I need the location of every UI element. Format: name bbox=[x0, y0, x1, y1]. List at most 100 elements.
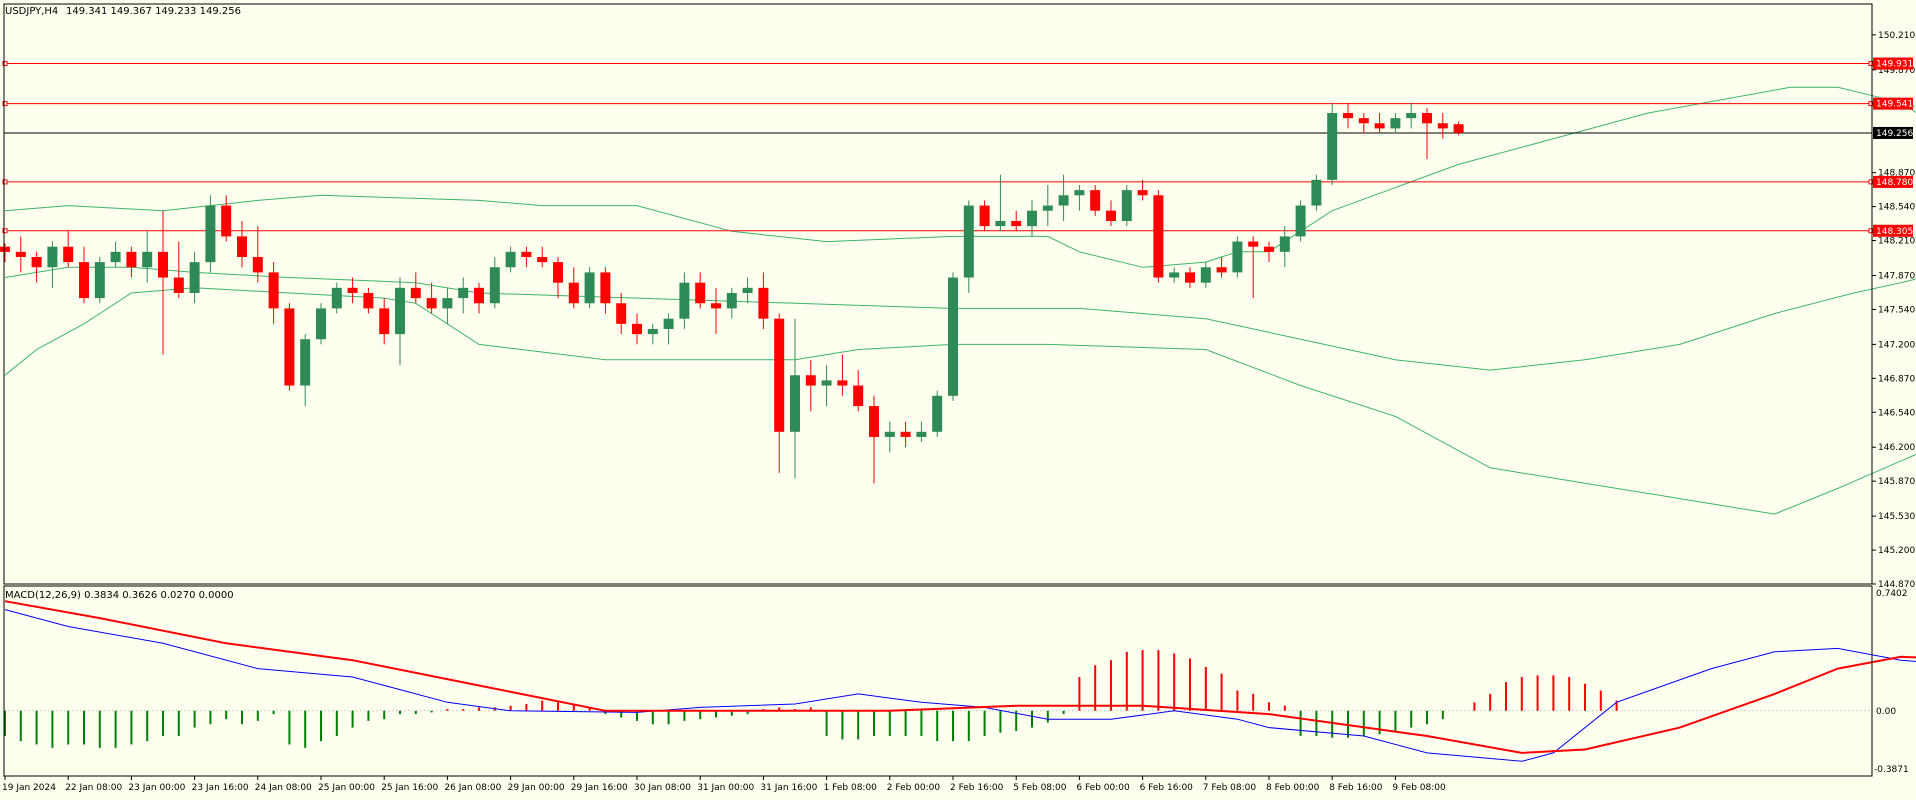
time-tick-label: 31 Jan 16:00 bbox=[760, 783, 817, 793]
candle-bull bbox=[331, 287, 342, 309]
time-tick-label: 24 Jan 08:00 bbox=[255, 783, 312, 793]
level-anchor-left bbox=[2, 179, 8, 185]
candle-bear bbox=[1185, 272, 1195, 283]
candle-bear bbox=[537, 256, 548, 263]
candle-bull bbox=[884, 431, 895, 437]
time-tick-label: 25 Jan 16:00 bbox=[381, 783, 438, 793]
bollinger-lower-line bbox=[4, 287, 1916, 515]
candle-bear bbox=[173, 277, 184, 293]
candle-bull bbox=[1200, 267, 1211, 283]
price-tick-label: 148.540 bbox=[1878, 203, 1915, 213]
price-tick-label: 146.870 bbox=[1878, 374, 1915, 384]
time-tick-label: 8 Feb 00:00 bbox=[1266, 783, 1320, 793]
level-price-label: 149.931 bbox=[1876, 60, 1913, 70]
time-tick-label: 7 Feb 08:00 bbox=[1203, 783, 1257, 793]
candle-bear bbox=[600, 272, 611, 304]
candle-bear bbox=[853, 385, 864, 407]
time-tick-label: 23 Jan 16:00 bbox=[192, 783, 249, 793]
candle-bull bbox=[1074, 190, 1085, 196]
time-tick-label: 19 Jan 2024 bbox=[2, 783, 56, 793]
time-tick-label: 23 Jan 00:00 bbox=[128, 783, 185, 793]
candle-bull bbox=[1406, 113, 1417, 119]
candle-bull bbox=[316, 308, 326, 340]
candle-bull bbox=[94, 262, 105, 299]
price-tick-label: 149.870 bbox=[1878, 66, 1915, 76]
candle-bear bbox=[410, 287, 421, 299]
time-tick-label: 8 Feb 16:00 bbox=[1329, 783, 1383, 793]
candle-bull bbox=[189, 262, 200, 293]
candle-bull bbox=[1121, 190, 1132, 221]
macd-main-line bbox=[4, 609, 1916, 762]
candle-bear bbox=[774, 318, 785, 432]
price-tick-label: 146.200 bbox=[1878, 443, 1915, 453]
bollinger-middle-line bbox=[4, 266, 1916, 371]
candle-bull bbox=[963, 205, 974, 278]
candle-bear bbox=[695, 282, 706, 304]
price-tick-label: 148.870 bbox=[1878, 169, 1915, 179]
candle-bear bbox=[805, 375, 816, 386]
candle-bear bbox=[1090, 190, 1101, 211]
candle-bear bbox=[521, 251, 532, 257]
candle-bull bbox=[679, 282, 690, 319]
candle-bear bbox=[379, 308, 390, 335]
candle-bear bbox=[1358, 118, 1369, 124]
time-tick-label: 26 Jan 08:00 bbox=[444, 783, 501, 793]
candle-bear bbox=[0, 246, 10, 252]
candle-bear bbox=[347, 287, 358, 293]
candle-bear bbox=[158, 251, 168, 278]
candle-bear bbox=[979, 205, 990, 227]
candle-bull bbox=[1169, 272, 1180, 278]
current-price-tag bbox=[1873, 126, 1913, 139]
candle-bear bbox=[268, 272, 279, 309]
candle-bear bbox=[1453, 124, 1464, 133]
candle-bull bbox=[47, 246, 58, 268]
time-tick-label: 30 Jan 08:00 bbox=[634, 783, 691, 793]
macd-indicator-label: MACD(12,26,9) 0.3834 0.3626 0.0270 0.000… bbox=[5, 590, 234, 601]
candle-bear bbox=[237, 236, 247, 257]
candle-bull bbox=[458, 287, 469, 299]
price-tick-label: 145.870 bbox=[1878, 477, 1915, 487]
candle-bull bbox=[1232, 241, 1243, 273]
price-tick-label: 144.870 bbox=[1878, 580, 1915, 590]
level-price-label: 148.305 bbox=[1876, 227, 1913, 237]
candle-bull bbox=[948, 277, 958, 396]
candle-bear bbox=[221, 205, 232, 237]
candle-bear bbox=[900, 431, 911, 437]
candle-bear bbox=[363, 292, 374, 309]
price-tick-label: 147.870 bbox=[1878, 271, 1915, 281]
price-tick-label: 147.540 bbox=[1878, 305, 1915, 315]
candle-bear bbox=[1137, 190, 1148, 196]
candle-bear bbox=[632, 323, 642, 335]
candle-bear bbox=[869, 406, 879, 437]
candle-bear bbox=[758, 287, 769, 319]
time-tick-label: 1 Feb 08:00 bbox=[824, 783, 878, 793]
candle-bull bbox=[726, 292, 737, 309]
price-pane[interactable] bbox=[0, 61, 1916, 515]
candle-bull bbox=[1327, 113, 1338, 180]
bollinger-upper-line bbox=[4, 86, 1916, 268]
candle-bear bbox=[553, 262, 563, 283]
price-tick-label: 148.210 bbox=[1878, 237, 1915, 247]
candle-bull bbox=[647, 328, 658, 335]
time-tick-label: 9 Feb 08:00 bbox=[1392, 783, 1446, 793]
price-tick-label: 145.200 bbox=[1878, 546, 1915, 556]
level-price-tag bbox=[1873, 97, 1913, 110]
candle-bear bbox=[426, 298, 437, 309]
macd-scale-bottom: -0.3871 bbox=[1874, 765, 1909, 775]
level-anchor-left bbox=[2, 61, 8, 67]
level-price-label: 148.780 bbox=[1876, 178, 1913, 188]
macd-pane[interactable] bbox=[4, 600, 1916, 762]
candle-bear bbox=[31, 256, 42, 268]
candle-bull bbox=[1058, 195, 1069, 206]
time-tick-label: 6 Feb 16:00 bbox=[1140, 783, 1194, 793]
level-price-tag bbox=[1873, 224, 1913, 237]
time-tick-label: 29 Jan 16:00 bbox=[571, 783, 628, 793]
candle-bull bbox=[1390, 118, 1401, 129]
candle-bear bbox=[15, 251, 26, 257]
time-tick-label: 25 Jan 00:00 bbox=[318, 783, 375, 793]
candle-bear bbox=[1216, 267, 1227, 273]
candle-bear bbox=[616, 303, 627, 324]
candle-bear bbox=[79, 262, 89, 299]
